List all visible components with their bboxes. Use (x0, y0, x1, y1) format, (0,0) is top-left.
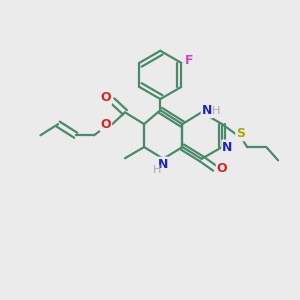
Text: O: O (217, 162, 227, 175)
Text: S: S (236, 127, 245, 140)
Text: H: H (212, 106, 220, 116)
Text: F: F (185, 54, 194, 67)
Text: O: O (100, 91, 111, 104)
Text: H: H (153, 165, 161, 175)
Text: N: N (158, 158, 168, 171)
Text: O: O (100, 118, 111, 130)
Text: N: N (202, 104, 212, 117)
Text: N: N (222, 141, 233, 154)
